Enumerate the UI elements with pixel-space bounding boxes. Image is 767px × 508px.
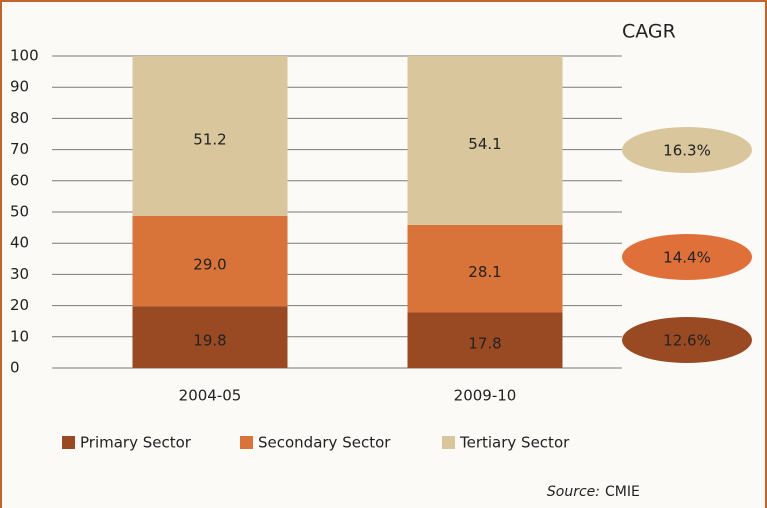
y-tick-label: 30 [10,265,29,283]
cagr-title: CAGR [622,21,676,43]
bar-segment [407,224,563,313]
source: CMIE [605,484,640,500]
bar-segment [132,306,288,368]
bar-segment [132,56,288,216]
x-tick-label: 2004-05 [179,387,242,405]
bar-segment [407,312,563,368]
legend-label: Tertiary Sector [459,434,570,452]
y-tick-label: 20 [10,296,29,314]
legend-label: Primary Sector [80,434,192,452]
legend-swatch [442,436,455,449]
value-label: 19.8 [193,332,226,350]
cagr-label: 16.3% [663,142,711,160]
y-tick-label: 100 [10,47,39,65]
x-tick-label: 2009-10 [454,387,517,405]
value-label: 51.2 [193,130,226,148]
cagr-ellipse [622,317,752,363]
y-tick-label: 10 [10,327,29,345]
y-tick-label: 70 [10,140,29,158]
bar-segment [132,215,288,307]
source-label: Source: [547,484,600,500]
y-tick-label: 40 [10,234,29,252]
y-tick-label: 50 [10,203,29,221]
value-label: 29.0 [193,255,226,273]
cagr-label: 12.6% [663,332,711,350]
value-label: 28.1 [468,263,501,281]
cagr-label: 14.4% [663,249,711,267]
y-tick-label: 60 [10,171,29,189]
cagr-ellipse [622,234,752,280]
y-tick-label: 80 [10,109,29,127]
y-tick-label: 0 [10,359,20,377]
cagr-ellipse [622,127,752,173]
legend-label: Secondary Sector [258,434,391,452]
legend-swatch [62,436,75,449]
value-label: 54.1 [468,135,501,153]
bar-segment [407,56,563,225]
y-tick-label: 90 [10,78,29,96]
value-label: 17.8 [468,335,501,353]
legend-swatch [240,436,253,449]
